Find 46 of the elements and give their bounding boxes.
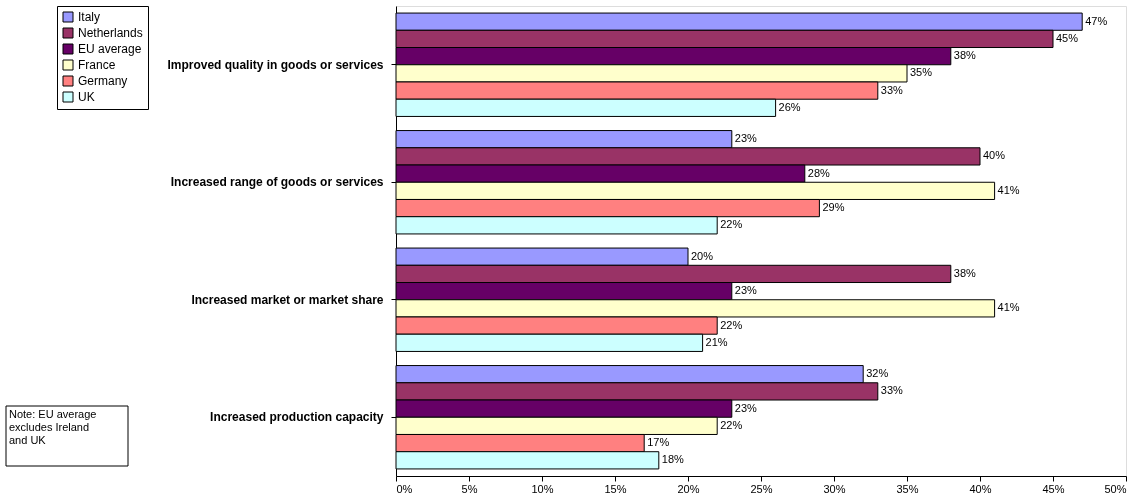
- x-tick-label: 30%: [823, 482, 846, 495]
- x-tick-label: 5%: [461, 482, 478, 495]
- data-label: 26%: [778, 100, 801, 113]
- data-label: 32%: [866, 367, 889, 380]
- x-tick-label: 0%: [396, 482, 413, 495]
- data-label: 35%: [910, 66, 933, 79]
- data-label: 28%: [807, 166, 831, 179]
- legend-label: EU average: [78, 42, 142, 56]
- data-label: 29%: [822, 201, 845, 214]
- data-label: 41%: [997, 183, 1020, 196]
- data-label: 22%: [720, 318, 743, 331]
- data-label: 40%: [983, 149, 1006, 162]
- y-tick-label: Improved quality in goods or services: [167, 57, 384, 72]
- x-tick-label: 40%: [969, 482, 992, 495]
- x-tick-label: 35%: [896, 482, 919, 495]
- data-label: 41%: [997, 301, 1020, 314]
- legend-label: Netherlands: [78, 26, 143, 40]
- data-label: 18%: [661, 453, 685, 466]
- data-label: 45%: [1056, 31, 1079, 44]
- legend-label: France: [78, 58, 116, 72]
- y-tick-label: Increased range of goods or services: [170, 175, 384, 190]
- data-label: 33%: [880, 83, 904, 96]
- y-tick-label: Increased production capacity: [210, 410, 384, 425]
- data-label: 23%: [734, 284, 758, 297]
- data-label: 38%: [953, 266, 977, 279]
- data-label: 22%: [720, 218, 743, 231]
- data-label: 33%: [880, 384, 904, 397]
- legend-label: Germany: [78, 74, 128, 88]
- legend-label: UK: [78, 90, 95, 104]
- x-tick-label: 10%: [531, 482, 554, 495]
- x-tick-label: 45%: [1042, 482, 1065, 495]
- y-tick-label: Increased market or market share: [191, 292, 384, 307]
- data-label: 20%: [691, 249, 714, 262]
- data-label: 23%: [734, 132, 758, 145]
- x-tick-label: 50%: [1104, 482, 1127, 495]
- x-tick-label: 25%: [750, 482, 773, 495]
- x-tick-label: 20%: [677, 482, 700, 495]
- data-label: 47%: [1085, 14, 1108, 27]
- x-tick-label: 15%: [604, 482, 627, 495]
- data-label: 23%: [734, 401, 758, 414]
- data-label: 38%: [953, 49, 977, 62]
- data-label: 21%: [705, 335, 728, 348]
- data-label: 17%: [647, 436, 670, 449]
- legend-label: Italy: [78, 10, 101, 24]
- data-label: 22%: [720, 418, 743, 431]
- text: Note: EU average excludes Ireland and UK: [9, 408, 97, 446]
